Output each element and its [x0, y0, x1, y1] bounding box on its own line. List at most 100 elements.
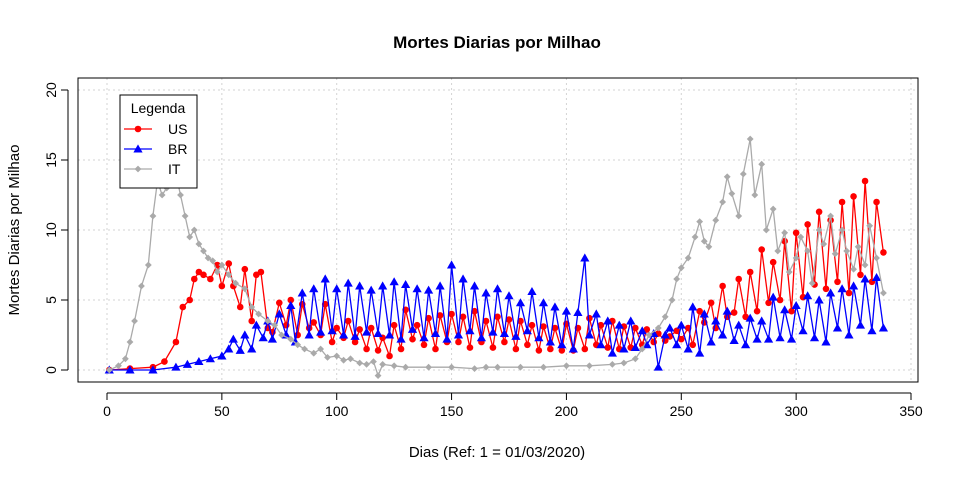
data-point-br	[637, 326, 647, 335]
data-point-it	[758, 160, 766, 168]
data-point-it	[149, 212, 157, 220]
data-point-it	[340, 356, 348, 364]
data-point-us	[742, 313, 749, 321]
data-point-br	[384, 330, 395, 339]
data-point-us	[471, 307, 478, 315]
data-point-us	[730, 309, 738, 316]
data-point-us	[241, 265, 249, 273]
data-point-us	[432, 345, 439, 353]
data-point-us	[707, 299, 715, 307]
data-point-br	[699, 309, 709, 318]
data-point-us	[551, 324, 559, 332]
data-point-br	[768, 292, 778, 301]
series-us	[105, 177, 887, 374]
data-point-us	[524, 341, 531, 349]
data-point-us	[746, 268, 754, 276]
data-point-br	[297, 288, 307, 297]
data-point-br	[424, 285, 434, 294]
data-point-br	[614, 320, 624, 329]
data-point-br	[240, 330, 250, 339]
data-point-it	[115, 362, 122, 370]
data-point-it	[746, 135, 754, 143]
data-point-it	[700, 237, 708, 245]
data-point-us	[838, 198, 846, 206]
data-point-it	[121, 355, 129, 363]
x-tick-label: 350	[899, 403, 923, 419]
data-point-us	[505, 316, 513, 323]
data-point-br	[412, 284, 422, 293]
series-it	[105, 135, 887, 379]
data-point-us	[436, 312, 444, 319]
data-point-it	[808, 279, 816, 287]
data-point-it	[209, 257, 217, 265]
data-point-br	[718, 330, 728, 339]
data-point-us	[540, 323, 547, 330]
data-point-br	[515, 298, 526, 307]
data-point-it	[482, 363, 490, 371]
data-point-br	[355, 281, 365, 290]
data-point-it	[769, 205, 777, 213]
data-point-br	[630, 343, 640, 352]
data-point-us	[207, 275, 214, 283]
data-point-br	[258, 333, 268, 342]
data-point-us	[528, 321, 536, 329]
data-point-br	[446, 260, 457, 269]
data-point-br	[786, 334, 797, 343]
data-point-it	[723, 173, 731, 181]
data-point-br	[626, 316, 636, 325]
legend-marker	[134, 125, 142, 133]
legend: Legenda US BR IT	[119, 94, 198, 189]
data-point-it	[820, 240, 828, 248]
data-point-br	[148, 365, 158, 374]
data-point-it	[347, 355, 354, 363]
data-point-br	[286, 301, 296, 310]
data-point-it	[661, 313, 669, 321]
data-point-it	[126, 338, 134, 346]
legend-label: US	[168, 121, 187, 137]
y-axis-title: Mortes Diarias por Milhao	[6, 145, 23, 316]
legend-label: BR	[168, 141, 187, 157]
data-point-us	[248, 317, 256, 325]
data-point-br	[205, 354, 215, 363]
data-point-it	[294, 341, 302, 349]
data-point-br	[741, 340, 751, 349]
data-point-br	[837, 284, 847, 293]
data-point-br	[361, 327, 372, 336]
data-point-it	[854, 243, 862, 251]
data-point-it	[843, 247, 851, 255]
data-point-br	[775, 333, 785, 342]
data-point-br	[780, 305, 790, 314]
data-point-it	[631, 355, 639, 363]
data-point-it	[494, 363, 501, 371]
data-point-us	[735, 275, 743, 283]
data-point-br	[672, 340, 682, 349]
data-point-br	[695, 348, 705, 357]
data-point-br	[591, 309, 601, 318]
data-point-us	[558, 347, 566, 354]
legend-entry-us: US	[124, 121, 187, 137]
data-point-us	[161, 358, 168, 365]
legend-box	[119, 94, 198, 189]
data-point-br	[660, 330, 670, 339]
data-point-br	[522, 326, 532, 335]
data-point-it	[804, 247, 812, 255]
data-point-us	[351, 338, 359, 346]
data-point-br	[343, 278, 353, 287]
data-point-us	[390, 321, 398, 329]
series-layer	[104, 135, 889, 379]
series-br	[104, 253, 889, 374]
data-point-it	[880, 289, 887, 297]
data-point-it	[739, 170, 747, 178]
y-tick-label: 5	[43, 296, 59, 304]
legend-label: IT	[168, 161, 181, 177]
data-point-br	[557, 340, 567, 349]
data-point-br	[465, 326, 475, 335]
x-tick-label: 150	[440, 403, 464, 419]
data-point-it	[850, 265, 857, 273]
data-point-br	[752, 334, 762, 343]
data-point-it	[287, 335, 295, 343]
data-point-br	[274, 309, 284, 318]
data-point-it	[815, 226, 823, 234]
data-point-us	[466, 344, 474, 351]
data-point-it	[131, 317, 138, 325]
